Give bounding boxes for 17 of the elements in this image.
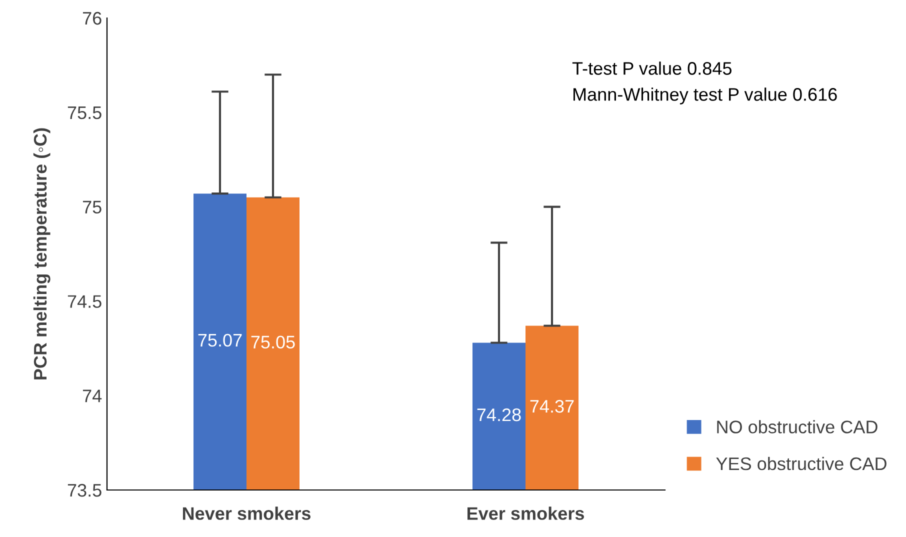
data-label: 74.37 — [530, 400, 574, 413]
data-label: 75.05 — [251, 336, 295, 349]
x-tick-label: Ever smokers — [467, 506, 584, 520]
y-tick-label: 74.5 — [68, 295, 102, 308]
y-axis-title: PCR melting temperature (◦C) — [33, 128, 50, 380]
y-tick-label: 75.5 — [68, 106, 102, 120]
data-label: 75.07 — [198, 334, 242, 347]
data-label: 74.28 — [477, 408, 521, 422]
y-tick-label: 73.5 — [68, 484, 102, 497]
y-tick-label: 74 — [82, 390, 102, 402]
annotation: Mann-Whitney test P value 0.616 — [573, 88, 837, 104]
legend-label: YES obstructive CAD — [716, 456, 886, 470]
x-tick-label: Never smokers — [182, 506, 311, 520]
y-tick-label: 76 — [82, 12, 102, 25]
annotation: T-test P value 0.845 — [572, 62, 732, 75]
y-tick-label: 75 — [82, 200, 102, 214]
legend-label: NO obstructive CAD — [717, 420, 878, 434]
